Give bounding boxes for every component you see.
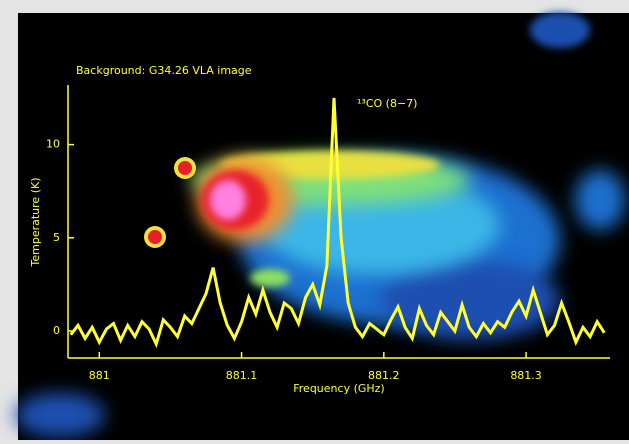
x-tick-label: 881: [89, 369, 110, 382]
y-axis-label: Temperature (K): [29, 178, 42, 268]
page: Background: G34.26 VLA image ¹³CO (8−7) …: [0, 0, 629, 440]
y-tick-label: 5: [53, 231, 60, 244]
x-tick-label: 881.3: [510, 369, 542, 382]
annotation: ¹³CO (8−7): [357, 97, 417, 110]
x-axis-label: Frequency (GHz): [293, 382, 384, 395]
chart-title: Background: G34.26 VLA image: [76, 64, 252, 77]
y-tick-label: 0: [53, 324, 60, 337]
x-tick-label: 881.2: [368, 369, 400, 382]
chart: Background: G34.26 VLA image ¹³CO (8−7) …: [0, 0, 629, 440]
y-tick-label: 10: [46, 138, 60, 151]
x-tick-label: 881.1: [226, 369, 258, 382]
